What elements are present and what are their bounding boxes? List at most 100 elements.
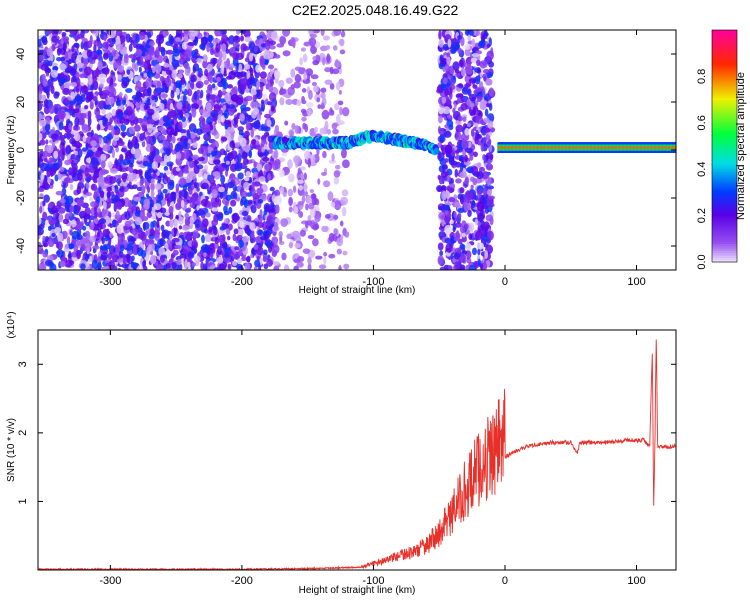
noise-dot: [122, 239, 128, 246]
noise-dot: [186, 231, 191, 242]
noise-dot: [151, 94, 156, 101]
noise-dot: [255, 140, 260, 146]
noise-dot: [94, 100, 98, 106]
noise-dot: [212, 159, 221, 165]
noise-dot: [227, 84, 234, 89]
noise-dot: [455, 222, 462, 228]
noise-dot: [470, 184, 474, 189]
noise-dot: [170, 191, 176, 201]
noise-dot: [138, 66, 142, 73]
noise-dot: [169, 218, 174, 228]
noise-dot: [160, 47, 166, 57]
noise-dot: [222, 81, 229, 90]
noise-dot: [287, 159, 293, 169]
noise-dot: [229, 46, 236, 54]
noise-dot: [455, 72, 461, 78]
noise-dot: [116, 224, 124, 235]
noise-dot: [209, 176, 214, 182]
noise-dot: [250, 204, 257, 214]
noise-dot: [237, 172, 244, 180]
noise-dot: [471, 165, 479, 176]
noise-dot: [187, 251, 195, 259]
noise-dot: [274, 204, 280, 214]
noise-dot: [114, 184, 119, 194]
noise-dot: [199, 209, 203, 216]
noise-dot: [109, 232, 113, 239]
noise-dot: [312, 60, 320, 66]
noise-dot: [116, 178, 122, 184]
noise-dot: [224, 200, 229, 207]
noise-dot: [303, 71, 307, 81]
noise-dot: [101, 266, 109, 270]
noise-dot: [130, 228, 139, 236]
noise-dot: [288, 242, 294, 249]
noise-dot: [171, 228, 175, 237]
noise-dot: [273, 129, 277, 135]
noise-dot: [259, 71, 267, 79]
noise-dot: [134, 149, 141, 160]
noise-dot: [457, 208, 465, 214]
noise-dot: [218, 50, 223, 60]
noise-dot: [281, 152, 288, 157]
noise-dot: [86, 177, 91, 183]
noise-dot: [266, 241, 271, 249]
noise-dot: [41, 38, 48, 46]
noise-dot: [298, 205, 303, 210]
noise-dot: [58, 121, 64, 131]
noise-dot: [273, 221, 279, 232]
noise-dot: [148, 40, 155, 47]
noise-dot: [89, 92, 94, 100]
noise-dot: [485, 214, 494, 222]
noise-dot: [230, 199, 237, 207]
noise-dot: [472, 247, 477, 256]
noise-dot: [111, 148, 115, 159]
noise-dot: [181, 225, 190, 231]
noise-dot: [243, 46, 250, 51]
noise-dot: [66, 236, 71, 246]
noise-dot: [245, 256, 251, 263]
noise-dot: [340, 148, 347, 159]
noise-dot: [214, 30, 221, 36]
noise-dot: [100, 159, 106, 169]
noise-dot: [139, 178, 143, 187]
noise-dot: [102, 41, 110, 49]
noise-dot: [302, 248, 311, 255]
noise-dot: [186, 195, 191, 201]
noise-dot: [80, 263, 86, 270]
noise-dot: [112, 61, 119, 69]
noise-dot: [239, 221, 245, 229]
noise-dot: [468, 264, 477, 270]
noise-dot: [93, 44, 97, 53]
noise-dot: [158, 34, 165, 44]
noise-dot: [340, 30, 346, 38]
noise-dot: [45, 72, 50, 77]
noise-dot: [439, 133, 445, 142]
noise-dot: [292, 201, 297, 212]
noise-dot: [54, 36, 58, 46]
noise-dot: [180, 189, 188, 198]
noise-dot: [320, 30, 325, 37]
noise-dot: [264, 113, 271, 119]
noise-dot: [220, 174, 226, 184]
noise-dot: [209, 94, 217, 100]
noise-dot: [50, 85, 55, 94]
noise-dot: [234, 161, 243, 172]
noise-dot: [294, 74, 302, 83]
noise-dot: [169, 163, 173, 171]
noise-dot: [445, 190, 451, 198]
noise-dot: [299, 57, 303, 66]
noise-dot: [68, 100, 76, 105]
noise-dot: [282, 30, 291, 37]
noise-dot: [38, 102, 44, 108]
noise-dot: [55, 190, 64, 196]
noise-dot: [115, 99, 122, 107]
noise-dot: [184, 216, 190, 226]
noise-dot: [232, 42, 241, 49]
noise-dot: [91, 30, 97, 34]
noise-dot: [290, 36, 296, 47]
noise-dot: [78, 221, 84, 227]
noise-dot: [301, 88, 307, 93]
noise-dot: [192, 142, 198, 149]
noise-dot: [94, 210, 98, 219]
noise-dot: [69, 184, 74, 191]
